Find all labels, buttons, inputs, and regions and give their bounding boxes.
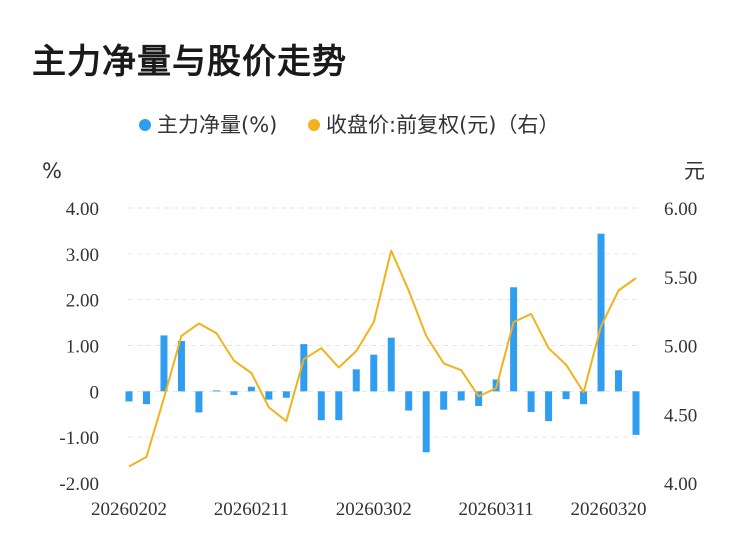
bar-mark bbox=[160, 335, 168, 392]
left-axis-ticks: 4.00 3.00 2.00 1.00 0 -1.00 -2.00 bbox=[59, 199, 99, 495]
right-tick-label: 4.50 bbox=[664, 405, 697, 426]
bar-mark bbox=[405, 391, 413, 411]
left-tick-label: 2.00 bbox=[66, 291, 99, 312]
bar-mark bbox=[142, 391, 150, 405]
bar-mark bbox=[370, 354, 378, 392]
legend-marker-bar bbox=[139, 119, 151, 131]
left-tick-label: -2.00 bbox=[59, 474, 99, 495]
x-tick-label: 20260211 bbox=[214, 499, 289, 520]
bar-mark bbox=[545, 391, 553, 422]
bar-mark bbox=[300, 344, 308, 392]
bar-mark bbox=[352, 369, 360, 392]
right-tick-label: 5.00 bbox=[664, 337, 697, 358]
left-tick-label: 0 bbox=[90, 382, 100, 403]
left-tick-label: 3.00 bbox=[66, 245, 99, 266]
bar-mark bbox=[562, 391, 570, 400]
bar-mark bbox=[580, 391, 588, 405]
bar-mark bbox=[510, 287, 518, 392]
bar-mark bbox=[527, 391, 535, 412]
x-tick-label: 20260311 bbox=[458, 499, 533, 520]
legend-marker-line bbox=[308, 119, 320, 131]
bar-mark bbox=[317, 391, 325, 421]
left-tick-label: 4.00 bbox=[66, 199, 99, 220]
left-tick-label: -1.00 bbox=[59, 428, 99, 449]
right-tick-label: 5.50 bbox=[664, 268, 697, 289]
legend-label-line: 收盘价:前复权(元)（右） bbox=[326, 113, 559, 137]
legend-label-bar: 主力净量(%) bbox=[157, 113, 277, 137]
bar-mark bbox=[387, 337, 395, 392]
x-tick-label: 20260320 bbox=[571, 499, 647, 520]
right-axis-ticks: 6.00 5.50 5.00 4.50 4.00 bbox=[664, 199, 697, 495]
left-tick-label: 1.00 bbox=[66, 337, 99, 358]
price-line-series bbox=[128, 249, 637, 468]
chart-title: 主力净量与股价走势 bbox=[32, 42, 347, 82]
x-tick-label: 20260202 bbox=[91, 499, 167, 520]
bar-mark bbox=[195, 391, 203, 413]
right-axis-unit: 元 bbox=[684, 159, 705, 183]
bar-mark bbox=[422, 391, 430, 453]
left-axis-unit: % bbox=[42, 159, 62, 183]
bar-mark bbox=[632, 391, 640, 435]
bar-mark bbox=[247, 386, 255, 392]
bar-mark bbox=[125, 391, 133, 402]
bar-mark bbox=[265, 391, 273, 400]
x-axis-ticks: 20260202 20260211 20260302 20260311 20260320 bbox=[91, 499, 647, 520]
bar-mark bbox=[335, 391, 343, 421]
bar-mark bbox=[230, 391, 238, 395]
legend: 主力净量(%) 收盘价:前复权(元)（右） bbox=[139, 113, 559, 137]
bar-mark bbox=[177, 340, 185, 392]
right-tick-label: 6.00 bbox=[664, 199, 697, 220]
bar-mark bbox=[457, 391, 465, 401]
x-tick-label: 20260302 bbox=[336, 499, 412, 520]
price-line bbox=[128, 249, 637, 468]
right-tick-label: 4.00 bbox=[664, 474, 697, 495]
bar-mark bbox=[440, 391, 448, 410]
bar-mark bbox=[475, 391, 483, 406]
bar-mark bbox=[282, 391, 290, 398]
gridlines bbox=[128, 207, 640, 438]
bar-series bbox=[125, 233, 640, 453]
bar-mark bbox=[212, 390, 220, 392]
bar-mark bbox=[615, 370, 623, 392]
bar-mark bbox=[597, 233, 605, 392]
